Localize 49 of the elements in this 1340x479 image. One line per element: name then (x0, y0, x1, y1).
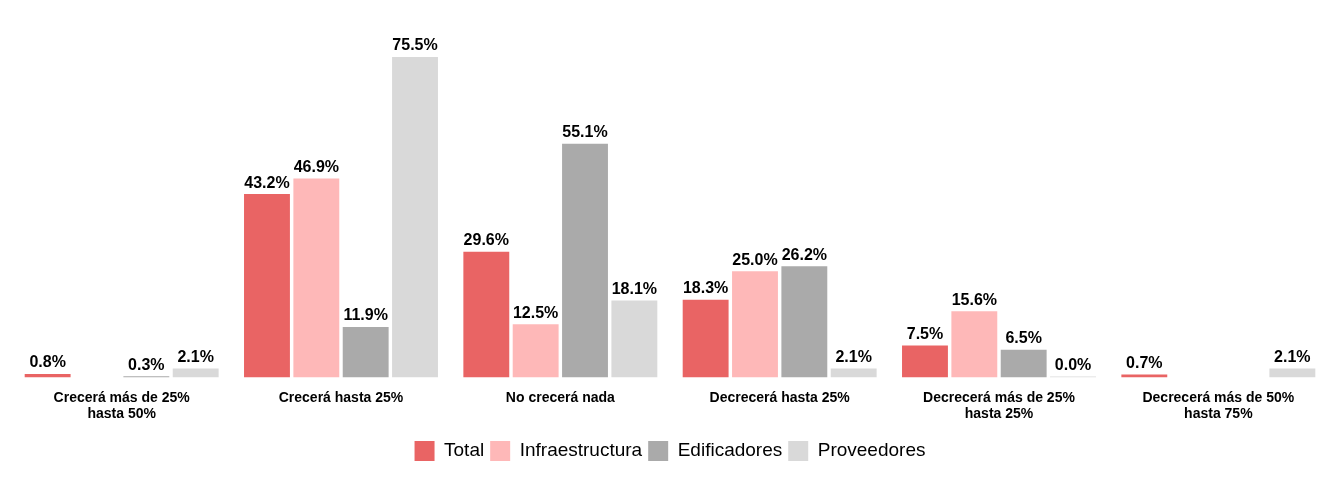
legend-label: Infraestructura (519, 439, 643, 461)
data-label: 29.6% (463, 231, 509, 249)
data-label: 0.0% (1054, 355, 1092, 373)
data-label: 0.8% (29, 353, 66, 371)
data-label: 18.1% (611, 280, 658, 298)
data-label: 2.1% (177, 347, 214, 365)
x-tick-label: Crecerá hasta 25% (278, 388, 404, 405)
data-label: 7.5% (906, 324, 944, 342)
data-label: 18.3% (682, 279, 729, 297)
data-label: 0.7% (1126, 353, 1163, 371)
x-tick-label: Decrecerá hasta 25% (709, 388, 851, 405)
data-label: 2.1% (835, 347, 872, 365)
x-tick-label: Crecerá más de 25% hasta 50% (53, 388, 191, 422)
bar (902, 345, 948, 378)
bar (293, 178, 340, 378)
data-label: 15.6% (951, 290, 998, 308)
x-tick-label: No crecerá nada (505, 388, 616, 405)
data-label: 25.0% (732, 250, 778, 268)
bar (1000, 349, 1047, 378)
bar (463, 251, 510, 378)
data-label: 46.9% (293, 157, 340, 175)
data-label: 11.9% (343, 306, 388, 324)
bar (342, 326, 389, 378)
legend-label: Edificadores (677, 439, 783, 461)
bar (562, 143, 608, 378)
data-label: 2.1% (1274, 347, 1311, 365)
data-label: 0.3% (128, 355, 165, 373)
bar (172, 368, 219, 378)
bar (682, 299, 729, 378)
bar (244, 194, 290, 378)
bar (732, 271, 778, 378)
bar (781, 266, 828, 378)
data-label: 26.2% (781, 245, 828, 263)
legend-label: Proveedores (817, 439, 926, 461)
bar (830, 368, 877, 378)
bar (951, 311, 998, 378)
data-label: 12.5% (512, 303, 559, 321)
bar (392, 57, 438, 378)
data-label: 43.2% (244, 173, 290, 191)
legend-label: Total (444, 439, 485, 461)
data-label: 75.5% (392, 36, 438, 54)
bar (611, 300, 658, 378)
x-tick-label: Decrecerá más de 50% hasta 75% (1142, 388, 1295, 422)
bar (512, 324, 559, 378)
bar (1269, 368, 1316, 378)
bar (1121, 374, 1168, 378)
data-label: 55.1% (562, 123, 608, 141)
data-label: 6.5% (1005, 329, 1042, 347)
x-tick-label: Decrecerá más de 25% hasta 25% (923, 388, 1076, 422)
